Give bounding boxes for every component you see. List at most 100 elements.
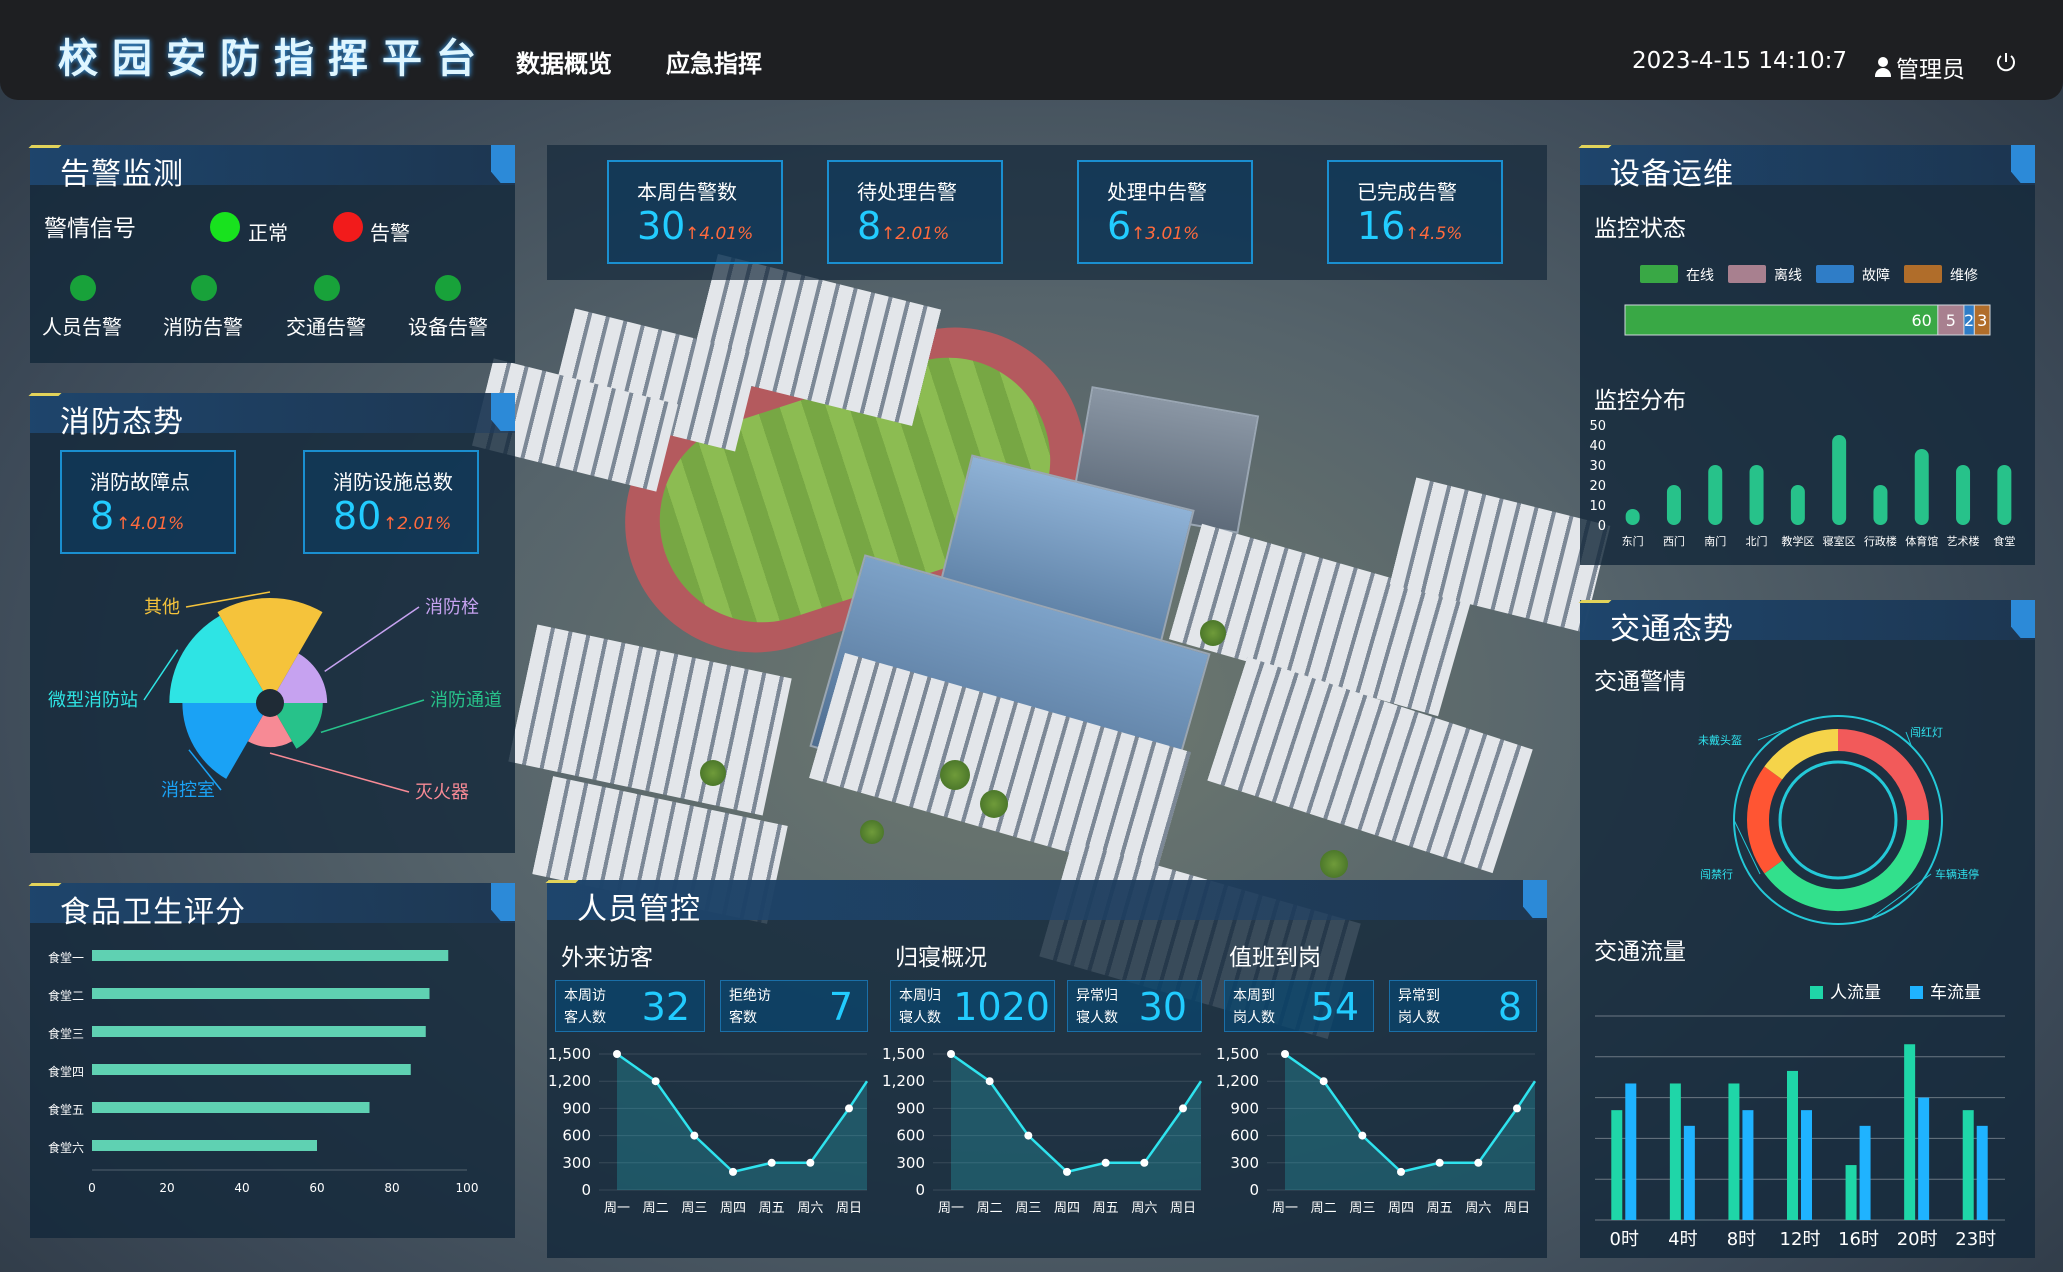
nav-data-overview[interactable]: 数据概览 (516, 50, 612, 78)
line-area (617, 1054, 867, 1190)
flow-bar (1801, 1110, 1812, 1220)
rose-label-line (269, 752, 410, 793)
y-tick-label: 20 (1589, 479, 1606, 494)
y-tick-label: 0 (581, 1181, 591, 1199)
food-x-tick: 40 (234, 1181, 249, 1195)
rose-slice-label: 消防通道 (430, 690, 502, 711)
y-tick-label: 0 (1249, 1181, 1259, 1199)
x-tick-label: 周五 (759, 1201, 785, 1216)
legend-normal-label: 正常 (248, 221, 288, 245)
food-x-tick: 100 (456, 1181, 479, 1195)
card-change: ↑4.01% (685, 224, 754, 244)
line-point (1024, 1131, 1033, 1140)
line-series (1284, 1052, 1537, 1174)
card-label: 本周访 客人数 (564, 985, 634, 1029)
tree (940, 760, 970, 790)
legend-alarm-dot (333, 212, 363, 242)
x-tick-label: 周六 (1131, 1201, 1157, 1216)
line-point (1358, 1131, 1367, 1140)
x-tick-label: 周二 (1311, 1201, 1337, 1216)
card-value: 7 (828, 985, 853, 1029)
line-point (729, 1167, 737, 1176)
line-point (767, 1158, 776, 1167)
tree (860, 820, 884, 844)
rose-slice (247, 703, 293, 748)
food-bar (92, 1026, 426, 1037)
card-value: 16 (1357, 204, 1406, 248)
line-point (690, 1131, 699, 1140)
donut-label: 闯红灯 (1910, 725, 1943, 739)
alarm-monitor-panel: 告警监测 警情信号 正常 告警 人员告警 消防告警 交通告警 设备告警 (30, 145, 515, 363)
monitor-status-bar: 在线 离线 故障 维修 60 5 2 3 (1624, 265, 1991, 336)
flow-bar (1611, 1110, 1623, 1220)
label-line-1: 拒绝访 (729, 988, 771, 1004)
platform-title: 校园安防指挥平台 (58, 36, 490, 82)
y-tick-label: 600 (1230, 1127, 1259, 1145)
label-line-2: 寝人数 (899, 1010, 941, 1026)
food-hygiene-panel: 食品卫生评分 食堂一 食堂二 食堂三 食堂四 食堂五 食堂六 0 20 40 60 80 100 (30, 883, 515, 1238)
nav-emergency-command[interactable]: 应急指挥 (666, 50, 762, 78)
status-legend-swatch (1904, 265, 1942, 283)
label-line-2: 寝人数 (1076, 1010, 1118, 1026)
donut-segment (1747, 766, 1783, 874)
food-bar (92, 1102, 370, 1113)
y-tick-label: 40 (1589, 439, 1606, 454)
y-tick-label: 600 (562, 1127, 591, 1145)
y-tick-label: 900 (896, 1099, 925, 1117)
donut-segment (1764, 729, 1839, 780)
food-bar (92, 950, 449, 961)
line-point (1397, 1167, 1405, 1176)
x-tick-label: 周日 (836, 1201, 862, 1216)
status-bar-value: 5 (1946, 311, 1956, 330)
visitor-title: 外来访客 (561, 945, 653, 971)
flow-bar (1859, 1125, 1871, 1220)
flow-bar (1669, 1083, 1681, 1220)
personnel-control-panel: 人员管控 外来访客 本周访 客人数 32 拒绝访 客数 7 0 300 600 900 1,… (547, 880, 1547, 1258)
fire-fault-card: 消防故障点 8 ↑4.01% (60, 450, 236, 554)
food-category-label: 食堂四 (48, 1064, 84, 1079)
donut-label: 车辆违停 (1935, 867, 1979, 881)
donut-label-line (1869, 873, 1932, 920)
card-value: 80 (333, 494, 382, 538)
y-tick-label: 0 (1598, 519, 1606, 534)
rose-slice-label: 消防栓 (425, 597, 479, 618)
y-tick-label: 1,200 (882, 1072, 925, 1090)
card-change: ↑2.01% (383, 514, 452, 534)
panel-header: 告警监测 (30, 145, 515, 192)
panel-title: 交通态势 (1610, 612, 1734, 647)
card-value: 6 (1107, 204, 1132, 248)
y-tick-label: 50 (1589, 419, 1606, 434)
rose-slice-label: 微型消防站 (48, 690, 138, 711)
x-tick-label: 周五 (1427, 1201, 1453, 1216)
x-tick-label: 周四 (1054, 1201, 1080, 1216)
power-icon[interactable] (1994, 50, 2018, 74)
card-value: 30 (637, 204, 686, 248)
status-legend-label: 维修 (1950, 268, 1978, 284)
flow-bar (1625, 1083, 1637, 1220)
label-line-1: 本周访 (564, 988, 606, 1004)
line-point (947, 1050, 955, 1058)
card-change: ↑2.01% (881, 224, 950, 244)
y-tick-label: 30 (1589, 459, 1606, 474)
flow-bar (1904, 1044, 1916, 1220)
donut-segment (1837, 729, 1929, 821)
dorm-return-title: 归寝概况 (895, 945, 987, 971)
dist-bar (1873, 485, 1888, 525)
y-tick-label: 10 (1589, 499, 1606, 514)
panel-title: 设备运维 (1610, 157, 1734, 192)
completed-alarm-card: 已完成告警 16 ↑4.5% (1327, 160, 1503, 264)
x-tick-label: 艺术楼 (1947, 534, 1980, 548)
card-label: 拒绝访 客数 (729, 985, 799, 1029)
y-tick-label: 300 (1230, 1154, 1259, 1172)
x-tick-label: 周三 (1349, 1201, 1375, 1216)
card-label: 已完成告警 (1357, 180, 1457, 204)
personnel-alarm-label: 人员告警 (42, 315, 122, 339)
dorm-abnormal-card: 异常归 寝人数 30 (1067, 980, 1202, 1032)
user-menu[interactable]: 管理员 (1874, 50, 1965, 84)
line-point (845, 1104, 853, 1113)
dist-bar (1956, 465, 1971, 525)
duty-title: 值班到岗 (1229, 945, 1321, 971)
status-bar-segment (1937, 304, 1965, 336)
flow-bar (1787, 1070, 1798, 1220)
